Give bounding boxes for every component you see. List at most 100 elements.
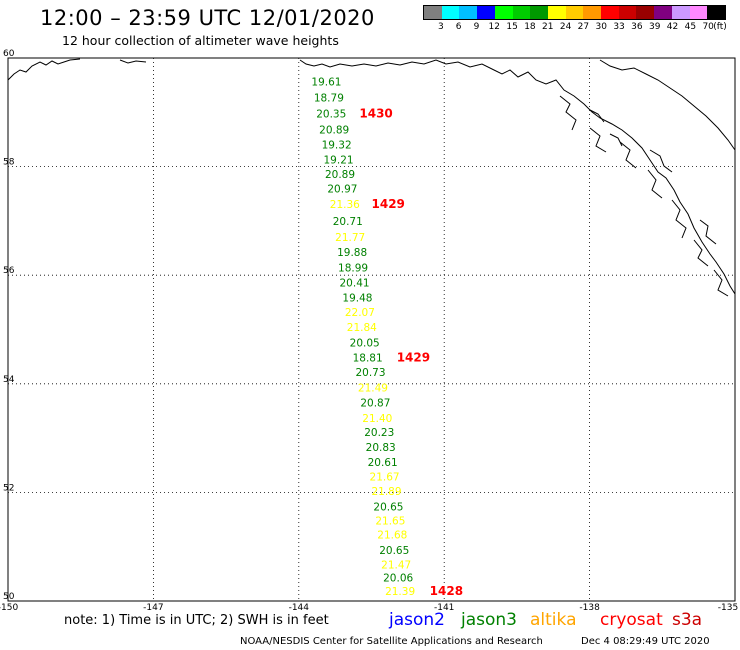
pass-time-label: 1428 <box>430 584 463 598</box>
satellite-legend-jason2: jason2 <box>389 610 445 630</box>
swh-value: 20.71 <box>333 216 363 228</box>
colorbar-swatch <box>441 6 460 19</box>
pass-time-label: 1430 <box>359 107 392 121</box>
colorbar-swatch <box>494 6 513 19</box>
legend-note: note: 1) Time is in UTC; 2) SWH is in fe… <box>64 613 329 628</box>
latitude-tick-label: 56 <box>3 266 15 276</box>
colorbar-label: 30 <box>595 22 607 32</box>
swh-value: 20.89 <box>319 124 349 136</box>
colorbar-swatch <box>707 6 725 19</box>
swh-value: 21.67 <box>370 471 400 483</box>
colorbar-label: 12 <box>488 22 501 32</box>
satellite-legend-altika: altika <box>530 610 577 630</box>
swh-value: 20.83 <box>366 442 396 454</box>
swh-value: 20.89 <box>325 169 355 181</box>
longitude-tick-label: -150 <box>0 603 18 613</box>
longitude-tick-label: -141 <box>434 603 454 613</box>
swh-value: 18.99 <box>338 262 368 274</box>
colorbar-label: (ft) <box>713 22 727 32</box>
satellite-legend-s3a: s3a <box>672 610 703 630</box>
colorbar-swatch <box>636 6 655 19</box>
swh-value: 18.79 <box>314 92 344 104</box>
colorbar-swatch <box>618 6 637 19</box>
colorbar-label: 70 <box>702 22 714 32</box>
swh-value: 21.36 <box>330 199 360 211</box>
colorbar-swatch <box>601 6 619 19</box>
colorbar-swatch <box>654 6 672 19</box>
satellite-legend-jason3: jason3 <box>461 610 517 630</box>
swh-value: 20.23 <box>364 427 394 439</box>
latitude-tick-label: 54 <box>3 375 15 385</box>
longitude-tick-label: -144 <box>289 603 310 613</box>
colorbar-label: 3 <box>437 22 444 32</box>
swh-value: 21.84 <box>347 322 377 334</box>
colorbar-label: 9 <box>473 22 480 32</box>
swh-value: 21.68 <box>377 530 407 542</box>
swh-value: 21.77 <box>335 232 365 244</box>
swh-value: 19.88 <box>337 247 367 259</box>
swh-value: 20.61 <box>368 457 398 469</box>
swh-value: 20.87 <box>360 398 390 410</box>
colorbar-swatch <box>689 6 708 19</box>
swh-value: 20.65 <box>373 501 403 513</box>
pass-time-label: 1429 <box>372 197 405 211</box>
latitude-tick-label: 50 <box>3 592 15 602</box>
swh-value: 19.48 <box>342 292 372 304</box>
coastline-alaska <box>7 58 736 297</box>
map-subtitle: 12 hour collection of altimeter wave hei… <box>62 33 339 48</box>
swh-value: 20.35 <box>316 109 346 121</box>
longitude-tick-label: -147 <box>143 603 163 613</box>
coastline-hudson-area <box>599 59 736 151</box>
colorbar-swatch <box>512 6 531 19</box>
colorbar-swatch <box>424 6 442 19</box>
colorbar-swatch <box>671 6 690 19</box>
colorbar-label: 39 <box>648 22 661 32</box>
colorbar-swatch <box>547 6 566 19</box>
colorbar-label: 15 <box>506 22 518 32</box>
axis-labels: -150 -147 -144 -141 -138 -135 60 58 56 54 52 50 <box>0 49 738 613</box>
colorbar-swatch <box>565 6 584 19</box>
pass-time-labels: 1430 1429 1429 1428 <box>359 107 463 598</box>
swh-value: 21.40 <box>362 413 392 425</box>
wave-height-colorbar <box>423 5 726 20</box>
longitude-tick-label: -138 <box>579 603 600 613</box>
colorbar-label: 27 <box>577 22 590 32</box>
colorbar-label: 36 <box>631 22 643 32</box>
longitude-tick-label: -135 <box>718 603 738 613</box>
colorbar-label: 42 <box>666 22 679 32</box>
swh-observations: 19.61 18.79 20.35 20.89 19.32 19.21 20.89 20.97… <box>311 77 415 598</box>
colorbar-swatch <box>477 6 495 19</box>
swh-value: 19.21 <box>324 154 354 166</box>
pass-time-label: 1429 <box>397 351 430 365</box>
satellite-legend-cryosat: cryosat <box>600 610 663 630</box>
swh-value: 18.81 <box>353 353 383 365</box>
swh-value: 21.47 <box>381 559 411 571</box>
colorbar-swatch <box>530 6 548 19</box>
swh-value: 21.39 <box>385 586 415 598</box>
colorbar-labels: 3 6 9 12 15 18 21 24 27 30 33 36 39 42 45 70 (ft) <box>423 22 733 34</box>
coastline-alaska-north <box>7 58 736 295</box>
colorbar-label: 45 <box>684 22 697 32</box>
colorbar-swatch <box>459 6 478 19</box>
latitude-tick-label: 58 <box>3 158 15 168</box>
colorbar-label: 33 <box>613 22 625 32</box>
latitude-tick-label: 60 <box>3 49 15 59</box>
swh-value: 19.32 <box>322 140 352 152</box>
swh-value: 20.97 <box>327 184 357 196</box>
coastline-alaska-islands <box>559 95 729 297</box>
colorbar-label: 21 <box>542 22 554 32</box>
swh-value: 20.41 <box>340 278 370 290</box>
swh-value: 21.89 <box>371 486 401 498</box>
map-frame <box>7 57 736 602</box>
swh-value: 20.06 <box>383 572 413 584</box>
colorbar-label: 6 <box>455 22 462 32</box>
swh-value: 20.73 <box>355 367 385 379</box>
swh-value: 20.65 <box>379 545 409 557</box>
swh-value: 19.61 <box>311 77 341 89</box>
swh-value: 21.49 <box>358 382 388 394</box>
colorbar-label: 24 <box>559 22 572 32</box>
swh-value: 21.65 <box>375 515 405 527</box>
footer-credit: NOAA/NESDIS Center for Satellite Applica… <box>240 636 543 647</box>
swh-value: 22.07 <box>345 307 375 319</box>
